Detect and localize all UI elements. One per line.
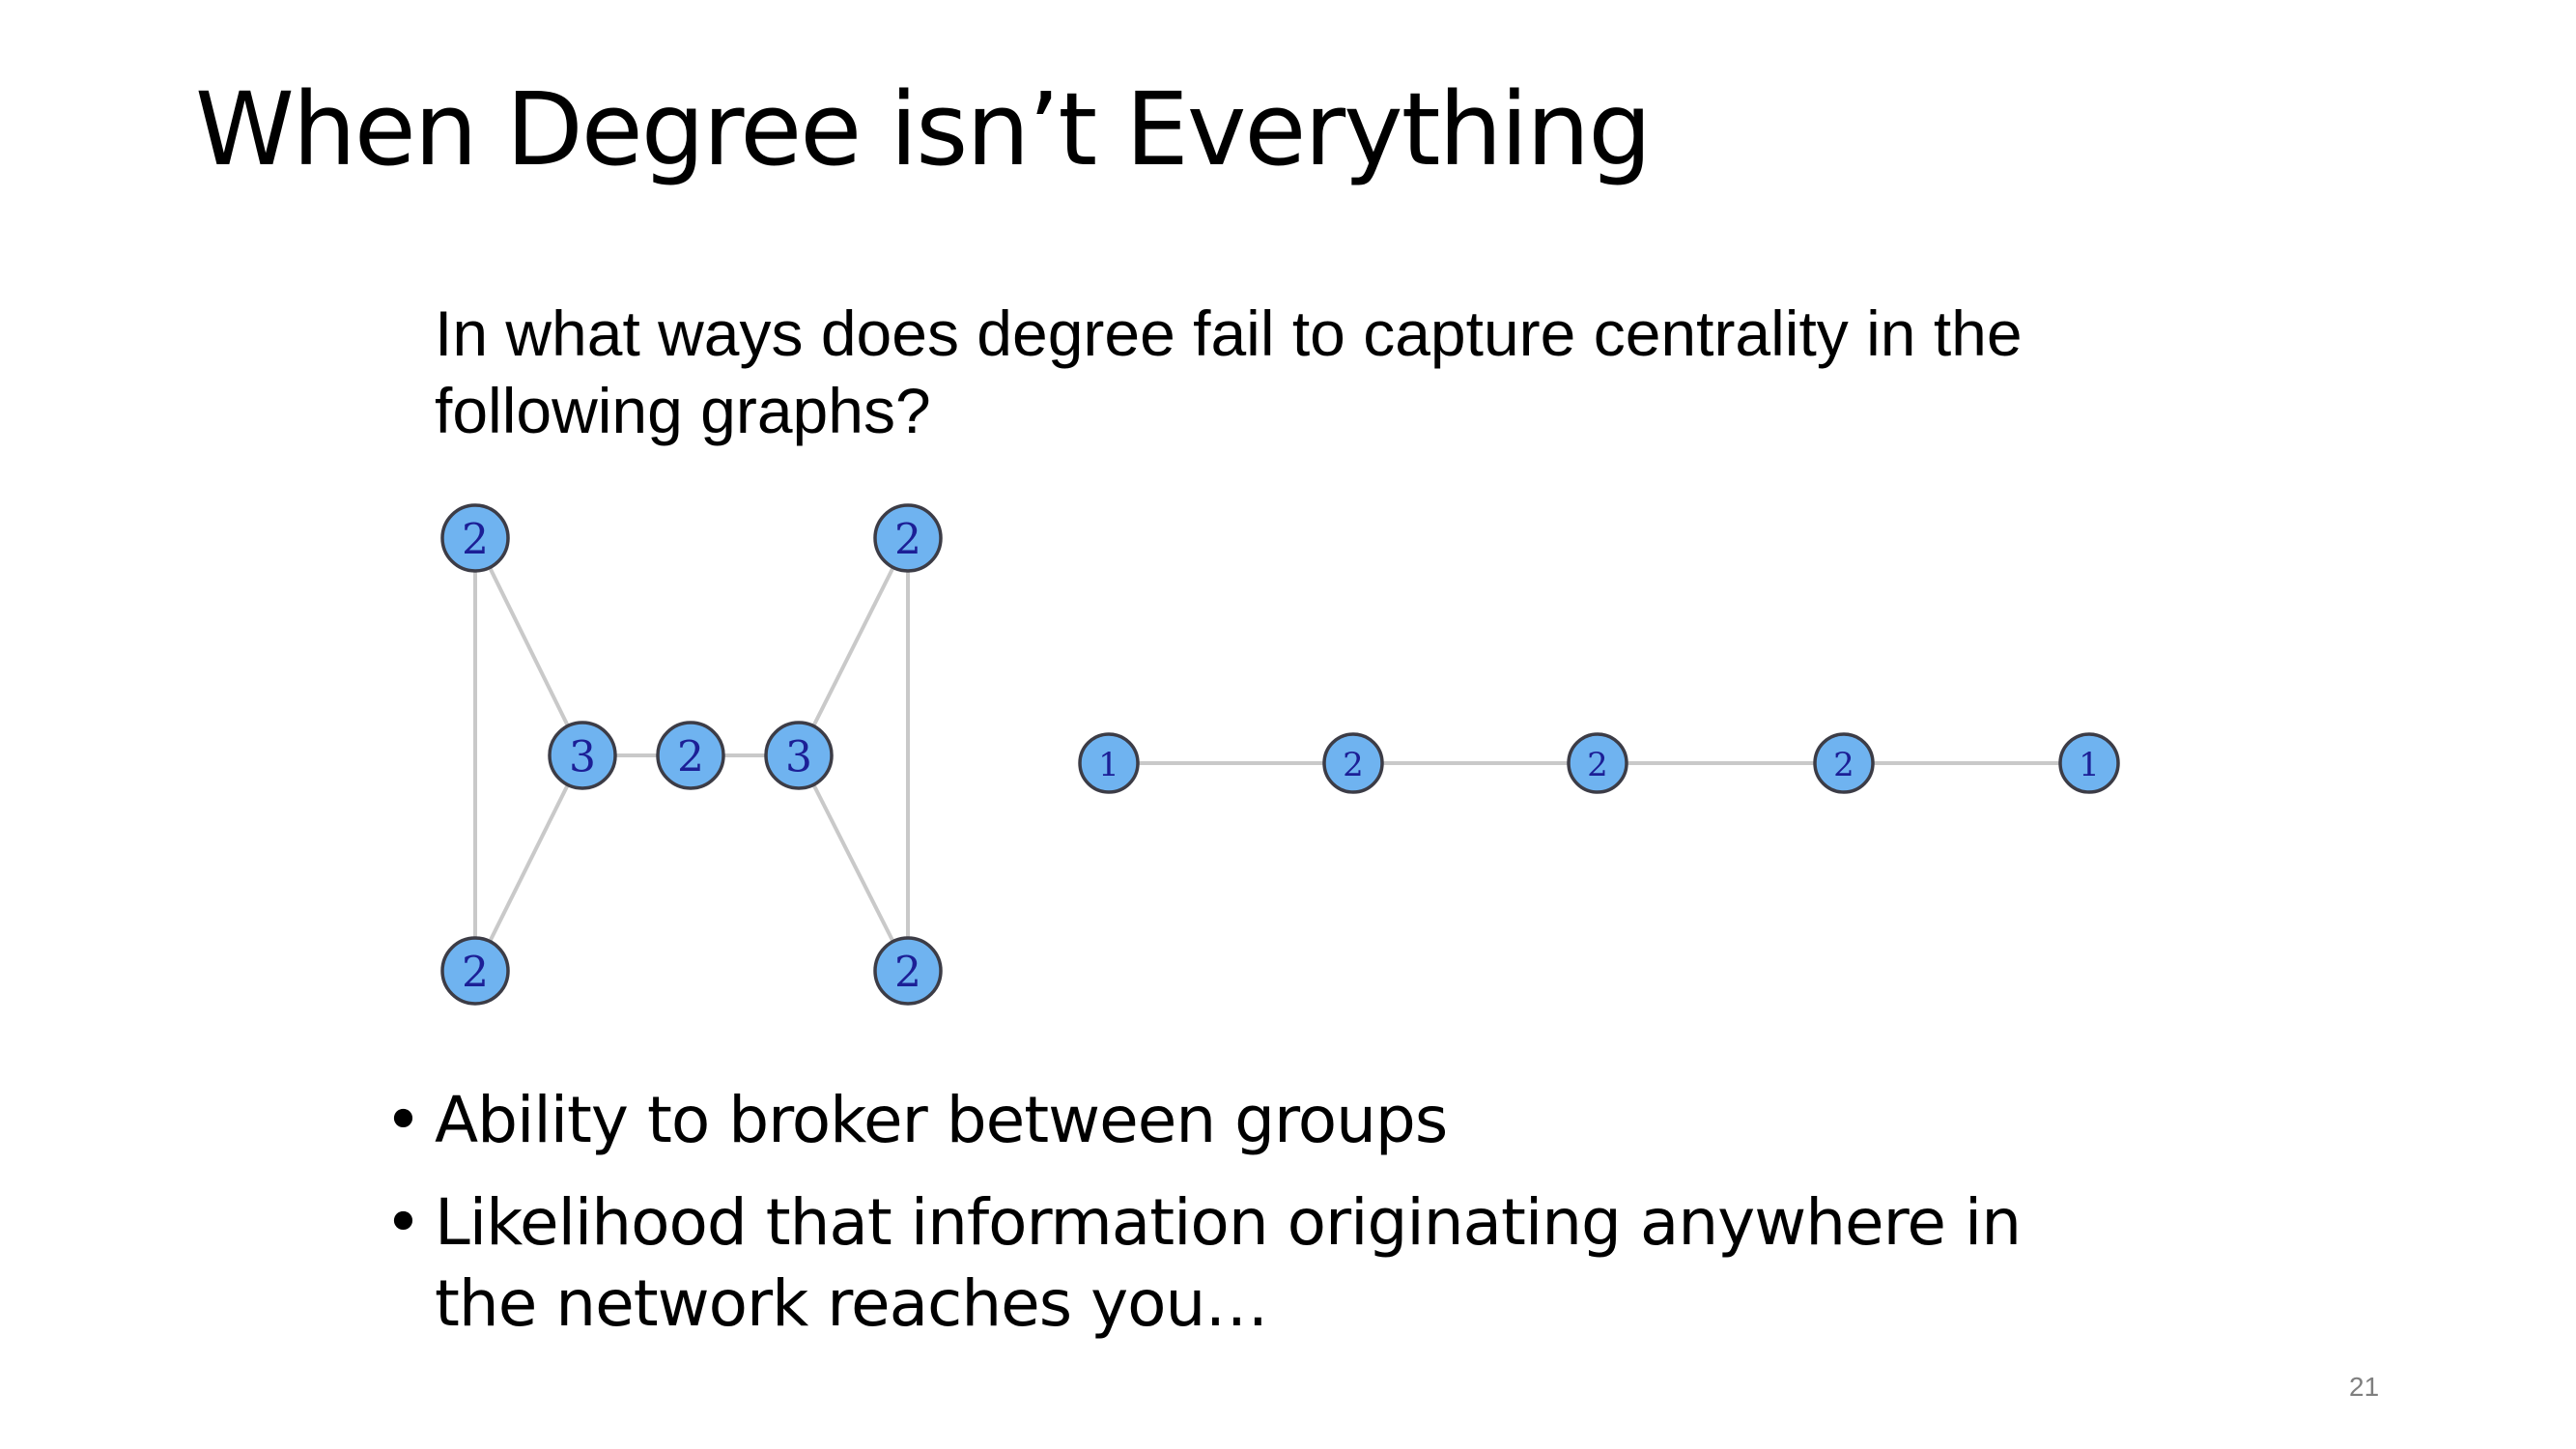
bullet-symbol: • bbox=[384, 1185, 422, 1260]
node-degree-label: 1 bbox=[2079, 746, 2100, 784]
bullet-list: • Ability to broker between groups • Lik… bbox=[384, 1080, 2220, 1366]
node-degree-label: 2 bbox=[894, 949, 921, 998]
graph-node bbox=[548, 721, 617, 790]
bullet-text: Ability to broker between groups bbox=[435, 1083, 1448, 1157]
node-degree-label: 2 bbox=[1833, 746, 1854, 784]
graph-node bbox=[1322, 732, 1384, 794]
bullet-symbol: • bbox=[384, 1083, 422, 1157]
graph-node bbox=[440, 503, 510, 573]
node-degree-label: 3 bbox=[569, 733, 596, 782]
graph-node bbox=[2058, 732, 2120, 794]
node-degree-label: 2 bbox=[677, 733, 704, 782]
path-graph: 1 2 2 2 1 bbox=[1078, 732, 2120, 794]
node-degree-label: 2 bbox=[1343, 746, 1364, 784]
page-number: 21 bbox=[2349, 1372, 2380, 1402]
question-line: following graphs? bbox=[435, 375, 931, 446]
graph-node bbox=[873, 503, 943, 573]
graph-edge bbox=[473, 754, 584, 972]
node-degree-label: 2 bbox=[462, 516, 489, 565]
bullet-item: • Likelihood that information originatin… bbox=[384, 1182, 2220, 1345]
node-degree-label: 2 bbox=[462, 949, 489, 998]
bowtie-graph: 2 2 3 2 3 2 2 bbox=[440, 503, 943, 1006]
bullet-item: • Ability to broker between groups bbox=[384, 1080, 2220, 1161]
graph-node bbox=[1567, 732, 1628, 794]
node-degree-label: 2 bbox=[1587, 746, 1608, 784]
node-degree-label: 1 bbox=[1098, 746, 1119, 784]
node-degree-label: 3 bbox=[785, 733, 812, 782]
graph-node bbox=[1078, 732, 1140, 794]
graph-node bbox=[873, 936, 943, 1006]
question-line: In what ways does degree fail to capture… bbox=[435, 298, 2023, 369]
graph-edge bbox=[473, 537, 584, 756]
node-degree-label: 2 bbox=[894, 516, 921, 565]
graph-node bbox=[764, 721, 834, 790]
graph-node bbox=[656, 721, 725, 790]
graph-edge bbox=[797, 537, 910, 756]
bullet-text: Likelihood that information originating … bbox=[435, 1185, 2022, 1341]
graph-node bbox=[440, 936, 510, 1006]
slide-title: When Degree isn’t Everything bbox=[195, 71, 1652, 188]
question-text: In what ways does degree fail to capture… bbox=[435, 295, 2125, 449]
graph-node bbox=[1813, 732, 1875, 794]
graph-edge bbox=[797, 754, 910, 972]
